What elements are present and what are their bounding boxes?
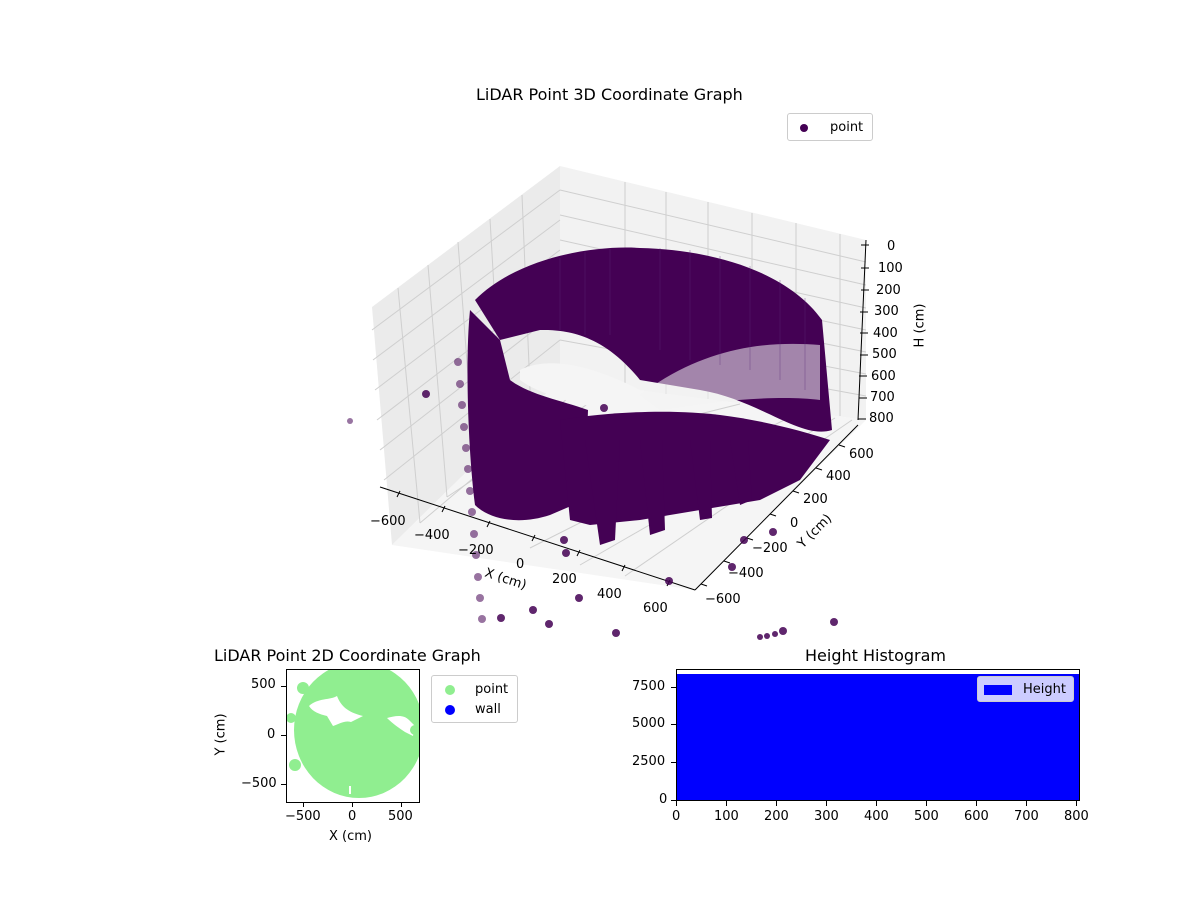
z-tick-label: 0	[887, 239, 896, 254]
x-tick-label: 0	[672, 809, 681, 824]
z-tick-label: 600	[871, 369, 896, 384]
z-axis-label: H (cm)	[912, 303, 928, 348]
chart-2d-title: LiDAR Point 2D Coordinate Graph	[214, 646, 481, 665]
y-tick-label: 200	[803, 492, 828, 507]
legend-marker-point	[445, 684, 455, 695]
x-tick-label: 800	[1064, 809, 1089, 824]
x-tick-label: −400	[414, 528, 450, 543]
y-tick-label: −400	[728, 566, 764, 581]
y-tick-label: 400	[826, 469, 851, 484]
y-tick-label: 600	[849, 447, 874, 462]
z-tick-label: 400	[873, 326, 898, 341]
legend-label-point: point	[475, 682, 509, 697]
chart-2d-legend: point wall	[431, 675, 518, 723]
legend-marker-point	[800, 123, 808, 132]
x-tick-label: 400	[597, 587, 622, 602]
legend-label-height: Height	[1023, 682, 1066, 697]
x-tick-label: 600	[643, 601, 668, 616]
z-tick-label: 300	[874, 304, 899, 319]
x-axis-line	[379, 486, 696, 591]
y-axis-label: Y (cm)	[213, 713, 229, 756]
y-tick-label: −500	[241, 776, 277, 791]
y-tick-label: 0	[659, 792, 668, 807]
x-tick-label: 200	[552, 572, 577, 587]
z-axis-line	[857, 239, 867, 421]
y-tick-label: −200	[752, 541, 788, 556]
histogram-legend: Height	[977, 676, 1074, 702]
x-tick-label: 0	[348, 809, 357, 824]
x-tick-label: 0	[516, 557, 525, 572]
legend-marker-wall	[445, 704, 455, 715]
chart-3d-title: LiDAR Point 3D Coordinate Graph	[476, 85, 743, 104]
legend-label-wall: wall	[475, 702, 501, 717]
x-tick-label: −200	[458, 543, 494, 558]
x-tick-label: −500	[285, 809, 321, 824]
x-tick-label: 100	[714, 809, 739, 824]
chart-3d-legend: point	[787, 113, 873, 141]
y-tick-label: 2500	[632, 754, 666, 769]
x-axis-label: X (cm)	[329, 829, 372, 844]
z-tick-label: 800	[869, 411, 894, 426]
x-tick-label: −600	[370, 514, 406, 529]
y-tick-label: −600	[705, 592, 741, 607]
z-tick-label: 100	[878, 261, 903, 276]
y-tick-label: 7500	[632, 679, 666, 694]
legend-marker-height	[984, 684, 1012, 695]
x-tick-label: 300	[814, 809, 839, 824]
z-tick-label: 500	[872, 347, 897, 362]
x-tick-label: 600	[964, 809, 989, 824]
legend-label-point: point	[830, 120, 864, 135]
y-axis-line	[694, 424, 859, 591]
y-tick-label: 500	[251, 677, 276, 692]
y-tick-label: 5000	[632, 716, 666, 731]
chart-2d-plot-area	[286, 669, 420, 803]
histogram-title: Height Histogram	[805, 646, 946, 665]
x-tick-label: 500	[388, 809, 413, 824]
x-tick-label: 400	[864, 809, 889, 824]
x-tick-label: 200	[764, 809, 789, 824]
x-tick-label: 500	[914, 809, 939, 824]
y-tick-label: 0	[267, 727, 276, 742]
x-tick-label: 700	[1014, 809, 1039, 824]
y-tick-label: 0	[790, 516, 799, 531]
z-tick-label: 700	[870, 390, 895, 405]
z-tick-label: 200	[876, 283, 901, 298]
